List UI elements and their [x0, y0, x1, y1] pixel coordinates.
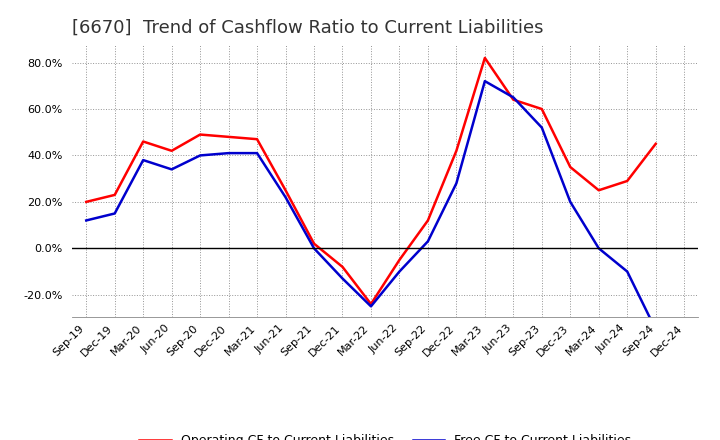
- Free CF to Current Liabilities: [82, 218, 91, 223]
- Free CF to Current Liabilities: [282, 194, 290, 200]
- Operating CF to Current Liabilities: [509, 97, 518, 103]
- Operating CF to Current Liabilities: [110, 192, 119, 198]
- Free CF to Current Liabilities: [509, 95, 518, 100]
- Free CF to Current Liabilities: [423, 239, 432, 244]
- Free CF to Current Liabilities: [537, 125, 546, 130]
- Operating CF to Current Liabilities: [282, 187, 290, 193]
- Operating CF to Current Liabilities: [652, 141, 660, 147]
- Legend: Operating CF to Current Liabilities, Free CF to Current Liabilities: Operating CF to Current Liabilities, Fre…: [135, 429, 636, 440]
- Operating CF to Current Liabilities: [366, 301, 375, 307]
- Operating CF to Current Liabilities: [566, 165, 575, 170]
- Operating CF to Current Liabilities: [225, 134, 233, 139]
- Operating CF to Current Liabilities: [452, 148, 461, 154]
- Operating CF to Current Liabilities: [338, 264, 347, 270]
- Free CF to Current Liabilities: [225, 150, 233, 156]
- Line: Free CF to Current Liabilities: Free CF to Current Liabilities: [86, 81, 684, 341]
- Operating CF to Current Liabilities: [310, 241, 318, 246]
- Free CF to Current Liabilities: [366, 304, 375, 309]
- Operating CF to Current Liabilities: [196, 132, 204, 137]
- Free CF to Current Liabilities: [139, 158, 148, 163]
- Operating CF to Current Liabilities: [395, 257, 404, 263]
- Free CF to Current Liabilities: [452, 181, 461, 186]
- Free CF to Current Liabilities: [196, 153, 204, 158]
- Operating CF to Current Liabilities: [423, 218, 432, 223]
- Text: [6670]  Trend of Cashflow Ratio to Current Liabilities: [6670] Trend of Cashflow Ratio to Curren…: [72, 19, 544, 37]
- Free CF to Current Liabilities: [167, 167, 176, 172]
- Free CF to Current Liabilities: [680, 338, 688, 344]
- Free CF to Current Liabilities: [595, 246, 603, 251]
- Operating CF to Current Liabilities: [480, 55, 489, 61]
- Free CF to Current Liabilities: [623, 269, 631, 274]
- Operating CF to Current Liabilities: [253, 136, 261, 142]
- Operating CF to Current Liabilities: [595, 187, 603, 193]
- Free CF to Current Liabilities: [652, 327, 660, 332]
- Operating CF to Current Liabilities: [139, 139, 148, 144]
- Free CF to Current Liabilities: [480, 78, 489, 84]
- Free CF to Current Liabilities: [395, 269, 404, 274]
- Operating CF to Current Liabilities: [537, 106, 546, 112]
- Free CF to Current Liabilities: [338, 276, 347, 281]
- Free CF to Current Liabilities: [253, 150, 261, 156]
- Free CF to Current Liabilities: [110, 211, 119, 216]
- Operating CF to Current Liabilities: [623, 178, 631, 183]
- Free CF to Current Liabilities: [310, 246, 318, 251]
- Line: Operating CF to Current Liabilities: Operating CF to Current Liabilities: [86, 58, 656, 304]
- Operating CF to Current Liabilities: [82, 199, 91, 205]
- Operating CF to Current Liabilities: [167, 148, 176, 154]
- Free CF to Current Liabilities: [566, 199, 575, 205]
